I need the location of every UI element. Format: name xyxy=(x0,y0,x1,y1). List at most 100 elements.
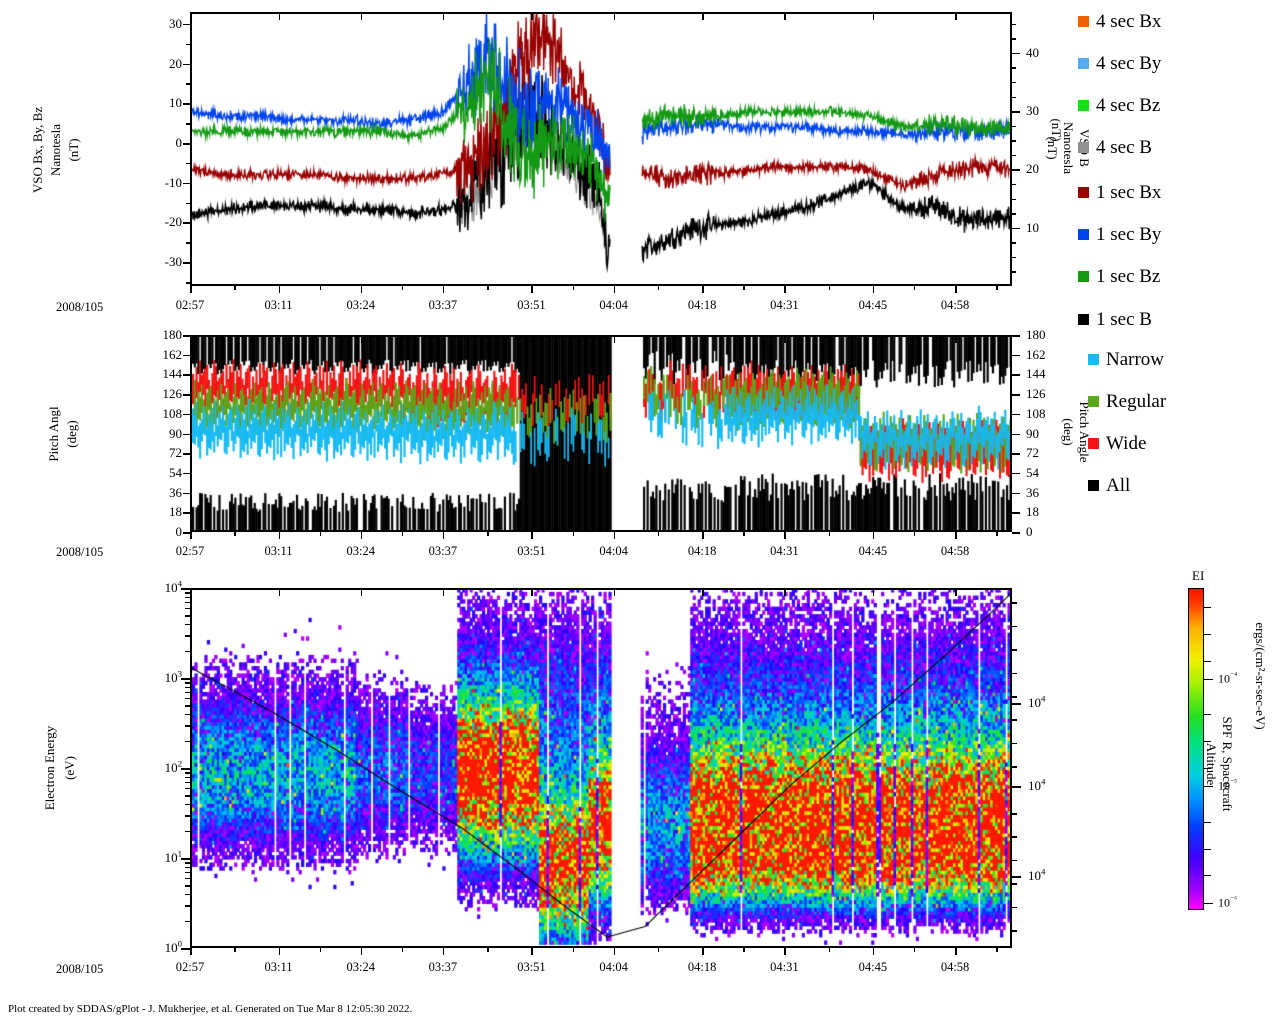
x-axis-label: 03:37 xyxy=(428,298,458,312)
y-right-minor-tick xyxy=(1012,813,1017,815)
x-minor-tick xyxy=(234,532,236,536)
y-right-minor-tick xyxy=(1012,183,1016,186)
y-major-tick xyxy=(183,335,190,337)
y-axis-label: 18 xyxy=(169,504,182,520)
y-major-tick xyxy=(183,433,190,435)
legend-color-swatch xyxy=(1078,270,1089,282)
y-minor-tick xyxy=(186,162,190,165)
y-right-major-tick xyxy=(1012,532,1020,534)
y-minor-tick xyxy=(186,83,190,85)
y-minor-tick xyxy=(185,781,190,784)
x-axis-label: 04:31 xyxy=(770,298,799,312)
y-major-tick xyxy=(183,63,190,66)
x-minor-tick xyxy=(572,286,575,290)
x-top-tick xyxy=(702,590,704,596)
legend-item[interactable]: 1 sec By xyxy=(1078,225,1161,244)
legend-item[interactable]: 1 sec B xyxy=(1078,310,1152,329)
legend-item[interactable]: Wide xyxy=(1088,432,1147,454)
legend-color-swatch xyxy=(1088,437,1099,449)
legend-item-label: 4 sec B xyxy=(1096,136,1152,158)
y-major-tick xyxy=(183,23,190,26)
panel3-right-line2: Altitude xyxy=(1204,742,1219,786)
y-right-minor-tick xyxy=(1012,242,1016,244)
y-axis-right-label: 36 xyxy=(1026,484,1039,500)
x-major-tick xyxy=(360,948,363,955)
y-right-minor-tick xyxy=(1012,672,1017,675)
y-right-major-tick xyxy=(1012,472,1020,475)
legend-item[interactable]: 1 sec Bz xyxy=(1078,267,1160,286)
y-major-tick xyxy=(181,678,190,680)
y-right-minor-tick xyxy=(1012,930,1017,932)
legend-color-swatch xyxy=(1078,313,1089,325)
panel2-ylabel-unit: (deg) xyxy=(64,420,80,447)
x-axis-label: 04:18 xyxy=(687,544,717,558)
y-axis-label: 72 xyxy=(169,445,182,461)
legend-item[interactable]: Narrow xyxy=(1088,350,1164,369)
y-axis-label: 126 xyxy=(162,386,183,402)
y-right-major-tick xyxy=(1012,453,1020,455)
x-minor-tick xyxy=(913,948,916,952)
panel3-ylabel-right: SPF R, Spacecraft xyxy=(1219,717,1235,812)
y-axis-label: 162 xyxy=(162,346,183,362)
x-top-tick xyxy=(784,590,786,596)
x-major-tick xyxy=(784,532,786,539)
legend-color-swatch xyxy=(1078,15,1089,27)
y-right-major-tick xyxy=(1012,394,1020,396)
panel3-ylabel-line1: Electron Energy xyxy=(42,725,57,811)
x-axis-label: 02:57 xyxy=(175,544,205,558)
pitch-angle-plot-canvas xyxy=(192,337,1010,530)
y-major-tick xyxy=(183,182,190,185)
y-right-major-tick xyxy=(1012,492,1020,495)
x-minor-tick xyxy=(743,948,745,952)
x-top-tick xyxy=(531,14,533,20)
colorbar-title: EI xyxy=(1192,568,1205,583)
legend-item[interactable]: All xyxy=(1088,476,1130,495)
legend-item-label: Wide xyxy=(1106,432,1147,454)
x-top-tick xyxy=(955,337,957,343)
y-right-minor-tick xyxy=(1012,836,1017,838)
x-axis-label: 04:04 xyxy=(599,960,628,974)
y-minor-tick xyxy=(185,787,190,790)
x-axis-label: 03:24 xyxy=(346,298,375,312)
y-right-major-tick xyxy=(1012,413,1020,416)
x-axis-label: 03:51 xyxy=(517,960,546,974)
y-axis-label: -20 xyxy=(164,214,182,230)
x-top-tick xyxy=(613,337,616,343)
legend-item[interactable]: 1 sec Bx xyxy=(1078,183,1161,202)
x-top-tick xyxy=(442,590,445,596)
x-minor-tick xyxy=(828,286,831,290)
y-right-major-tick xyxy=(1012,52,1020,55)
y-axis-label: 100 xyxy=(164,938,182,955)
y-minor-tick xyxy=(185,893,190,896)
colorbar-tick xyxy=(1204,679,1213,681)
legend-item[interactable]: 4 sec Bx xyxy=(1078,12,1161,31)
x-minor-tick xyxy=(913,286,916,290)
y-minor-tick xyxy=(185,686,190,689)
y-minor-tick xyxy=(185,871,190,874)
panel2-ylabel-right: Pitch Angle xyxy=(1076,401,1092,462)
y-axis-right-label: 162 xyxy=(1026,346,1046,362)
y-minor-tick xyxy=(185,877,190,880)
y-axis-label: 0 xyxy=(175,524,183,539)
y-right-minor-tick xyxy=(1012,81,1016,84)
panel1-ylabel-sub: Nanotesla xyxy=(48,124,64,176)
x-major-tick xyxy=(278,286,281,293)
y-minor-tick xyxy=(186,202,190,205)
x-axis-label: 04:58 xyxy=(940,298,970,312)
y-axis-label: 102 xyxy=(164,758,182,775)
magnetic-field-plot-canvas xyxy=(192,14,1010,284)
y-right-major-tick xyxy=(1012,512,1020,514)
x-top-tick xyxy=(278,337,281,343)
legend-item[interactable]: 4 sec B xyxy=(1078,136,1152,158)
y-major-tick xyxy=(181,858,190,860)
y-right-major-tick xyxy=(1012,374,1020,376)
legend-item[interactable]: 4 sec Bz xyxy=(1078,96,1160,115)
y-axis-label: 36 xyxy=(169,484,182,500)
legend-item[interactable]: Regular xyxy=(1088,392,1166,411)
y-right-minor-tick xyxy=(1012,883,1017,885)
legend-item[interactable]: 4 sec By xyxy=(1078,54,1161,73)
legend-color-swatch xyxy=(1078,228,1089,240)
x-major-tick xyxy=(190,948,192,955)
y-major-tick xyxy=(181,948,190,950)
colorbar-tick-label: 10⁻⁵ xyxy=(1218,777,1238,793)
